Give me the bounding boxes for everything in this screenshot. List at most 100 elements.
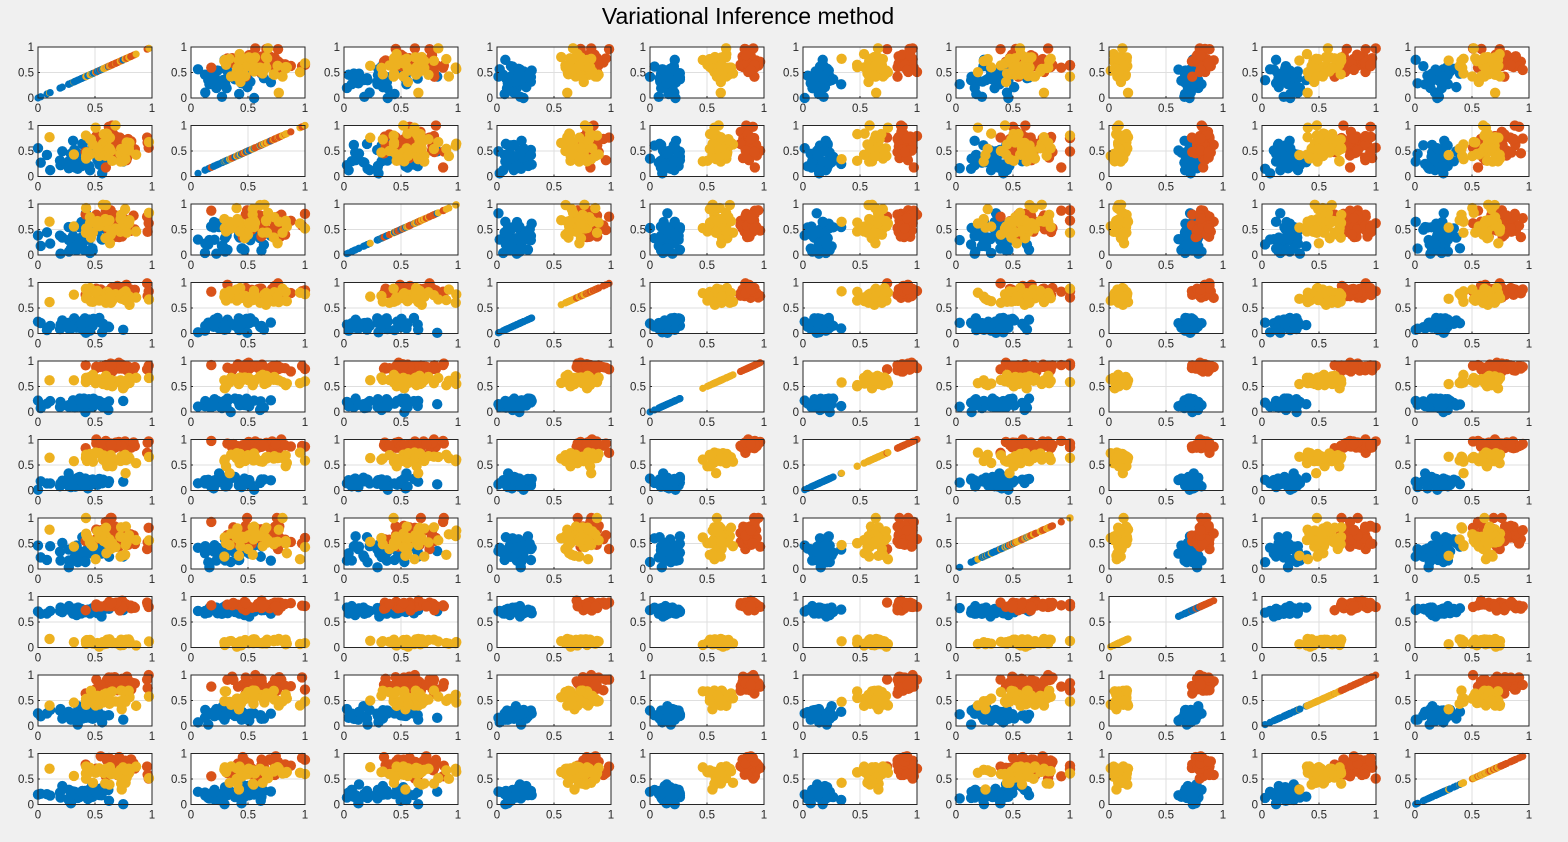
data-point [104, 291, 116, 302]
data-point [1000, 243, 1012, 254]
y-tick-label: 1 [946, 199, 952, 211]
data-point [811, 146, 822, 157]
data-point [1505, 222, 1517, 234]
x-tick-label: 1 [1373, 260, 1379, 272]
data-point [287, 128, 295, 136]
x-tick-label: 1 [1526, 103, 1532, 115]
subplot-r2-c1: 0 0.5 100.51 [18, 120, 155, 194]
data-point [587, 215, 598, 227]
y-tick-label: 1 [28, 121, 34, 133]
x-tick-label: 0.5 [699, 182, 715, 194]
subplot-r3-c7: 0 0.5 100.51 [936, 199, 1076, 272]
data-point [1275, 71, 1286, 82]
x-tick-label: 0.5 [1158, 182, 1174, 194]
data-point [514, 148, 526, 159]
x-tick-label: 0 [647, 260, 653, 272]
data-point [1324, 215, 1335, 227]
data-point [1443, 55, 1454, 66]
x-tick-label: 0.5 [1158, 260, 1174, 272]
data-point [104, 238, 116, 249]
subplot-r1-c9: 0 0.5 100.51 [1242, 42, 1381, 115]
x-tick-label: 0.5 [546, 103, 562, 115]
data-point [1324, 143, 1335, 154]
data-point [982, 204, 993, 215]
x-tick-label: 0.5 [546, 182, 562, 194]
data-point [603, 43, 615, 55]
data-point [272, 238, 283, 249]
data-point [87, 318, 98, 329]
data-point [603, 211, 615, 222]
data-point [123, 217, 134, 229]
y-tick-label: 0 [640, 93, 646, 105]
data-point [1437, 161, 1448, 172]
data-point [1195, 64, 1206, 76]
y-tick-label: 1 [28, 278, 34, 290]
data-point [1113, 143, 1125, 155]
data-point [364, 87, 375, 98]
data-point [1203, 222, 1214, 234]
data-point [1015, 226, 1026, 237]
y-tick-label: 0.5 [477, 225, 493, 237]
points-layer [493, 43, 615, 104]
subplot-r1-c1: 0 0.5 100.51 [18, 42, 155, 115]
y-tick-label: 1 [1099, 42, 1105, 54]
data-point [44, 296, 55, 308]
data-point [35, 240, 46, 252]
data-point [1203, 146, 1214, 158]
data-point [41, 227, 53, 238]
data-point [1011, 60, 1022, 72]
data-point [567, 43, 579, 54]
data-point [514, 243, 526, 254]
y-tick-label: 0 [793, 172, 799, 184]
y-tick-label: 0.5 [324, 146, 340, 158]
x-tick-label: 1 [608, 182, 614, 194]
y-tick-label: 0.5 [1395, 225, 1411, 237]
data-point [1056, 162, 1067, 173]
x-tick-label: 0 [1106, 103, 1112, 115]
data-point [67, 135, 79, 146]
data-point [858, 226, 870, 237]
data-point [877, 204, 889, 215]
x-tick-label: 0 [800, 182, 806, 194]
x-tick-label: 0.5 [1005, 260, 1021, 272]
data-point [234, 226, 245, 237]
data-point [419, 156, 430, 167]
data-point [901, 212, 913, 224]
data-point [716, 132, 727, 143]
data-point [880, 215, 892, 227]
data-point [208, 319, 220, 330]
data-point [897, 49, 908, 60]
data-point [1365, 121, 1376, 133]
data-point [415, 128, 426, 140]
x-tick-label: 0.5 [1464, 182, 1480, 194]
subplot-r3-c2: 0 0.5 100.51 [171, 199, 311, 272]
data-point [740, 145, 751, 156]
x-tick-label: 0 [188, 339, 194, 351]
x-tick-label: 0 [647, 182, 653, 194]
data-point [262, 294, 274, 305]
data-point [1348, 212, 1360, 224]
x-tick-label: 0 [800, 260, 806, 272]
subplot-r3-c6: 0 0.5 100.51 [783, 199, 923, 272]
data-point [661, 318, 672, 329]
y-tick-label: 0.5 [1089, 68, 1105, 80]
data-point [142, 226, 153, 238]
data-point [1313, 132, 1325, 143]
x-tick-label: 0 [35, 182, 41, 194]
y-tick-label: 0 [1252, 93, 1258, 105]
data-point [248, 285, 260, 297]
x-tick-label: 0.5 [546, 260, 562, 272]
data-point [402, 65, 414, 76]
data-point [1438, 208, 1449, 219]
subplot-r3-c9: 0 0.5 100.51 [1242, 199, 1381, 272]
data-point [1022, 142, 1033, 154]
data-point [500, 138, 512, 150]
data-point [892, 71, 903, 82]
subplot-r3-c1: 0 0.5 100.51 [18, 199, 155, 272]
data-point [901, 133, 913, 144]
data-point [1412, 78, 1423, 89]
data-point [556, 51, 567, 63]
data-point [653, 91, 664, 102]
data-point [68, 149, 80, 160]
